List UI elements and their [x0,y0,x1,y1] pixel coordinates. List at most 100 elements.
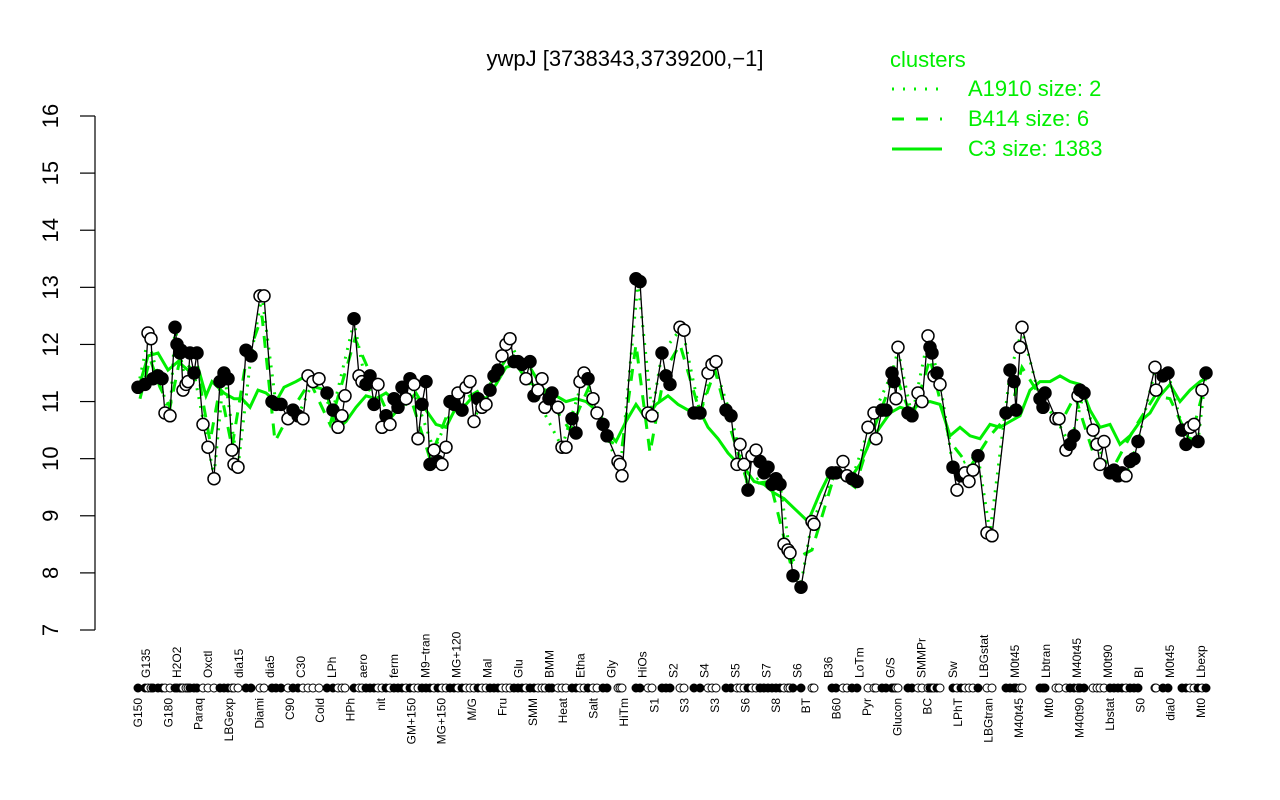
data-point [331,420,345,435]
x-tick-label-bottom: Glucon [890,698,904,736]
data-point [155,371,169,386]
data-point [244,349,258,363]
axis-marker [893,683,903,693]
data-point [207,471,221,486]
data-point [869,431,883,446]
data-point [1131,434,1145,449]
x-tick-label-top: Lbexp [1194,645,1208,678]
x-tick-label-bottom: LBGexp [222,698,236,742]
data-point [407,377,421,392]
data-points [131,272,1213,594]
axis-marker [665,683,675,693]
data-point [1199,366,1213,380]
axis-marker [617,683,627,693]
x-tick-label-bottom: Diami [253,698,267,729]
data-point [435,457,449,472]
data-point [633,274,647,289]
data-point [1038,386,1052,400]
x-tick-label-top: B36 [822,656,836,678]
data-point [586,391,600,406]
data-point [419,374,433,389]
data-point [663,377,677,392]
y-tick-label: 12 [38,332,63,356]
axis-marker [246,683,256,693]
data-point [399,391,413,406]
x-tick-label-top: S2 [667,663,681,678]
data-point [1179,437,1193,452]
x-tick-label-top: S4 [698,663,712,678]
x-tick-label-top: BI [1132,667,1146,678]
chart-title: ywpJ [3738343,3739200,−1] [486,46,763,71]
data-point [879,403,893,417]
data-point [367,397,381,412]
axis-marker [987,683,997,693]
data-point [519,371,533,386]
data-point [531,383,545,397]
legend: clusters A1910 size: 2 B414 size: 6 C3 siz… [890,47,1103,161]
data-point [551,400,565,415]
data-point [569,426,583,440]
data-point [1077,386,1091,400]
data-point [415,397,429,412]
axis-marker [809,683,819,693]
axis-marker [1040,683,1050,693]
data-point [677,323,691,337]
legend-entry: B414 size: 6 [968,106,1089,131]
x-tick-label-top: ferm [387,654,401,678]
data-point [1007,374,1021,389]
y-axis: 7 8 9 10 11 12 13 14 15 16 [38,104,96,636]
y-tick-label: 8 [38,567,63,579]
data-point [829,466,843,480]
data-point [1097,434,1111,449]
data-point [709,354,723,369]
data-point [427,443,441,457]
axis-marker [1201,683,1211,693]
data-point [807,517,821,532]
data-point [921,329,935,343]
data-point [590,406,604,420]
axis-marker [602,683,612,693]
y-tick-label: 9 [38,510,63,522]
x-tick-label-top: H2O2 [170,646,184,678]
data-point [168,320,182,335]
x-axis: G135 H2O2 Oxctl dia15 dia5 C30 LPh aero ferm M9−t… [131,631,1211,744]
x-tick-label-bottom: S8 [769,698,783,713]
x-tick-label-bottom: nit [374,697,388,710]
x-tick-label-top: G/S [884,657,898,678]
x-tick-label-bottom: S1 [647,698,661,713]
data-point [1127,451,1141,466]
data-point [187,366,201,380]
x-tick-label-top: M0t45 [1008,644,1022,678]
data-point [257,289,271,303]
x-tick-label-top: Sw [946,661,960,678]
data-point [479,397,493,412]
data-point [1195,383,1209,397]
data-point [1052,411,1066,426]
data-point [296,411,310,426]
data-point [891,340,905,355]
data-point [545,386,559,400]
data-point [836,454,850,469]
x-tick-label-top: M9−tran [418,634,432,678]
data-point [196,417,210,432]
data-point [905,409,919,423]
data-point [565,411,579,426]
data-point [439,440,453,454]
data-point [950,483,964,497]
data-point [455,403,469,417]
x-tick-label-top: Etha [573,653,587,678]
cluster-line-dotted [136,281,1208,589]
data-point [1036,400,1050,415]
data-point [783,546,797,560]
y-tick-label: 11 [38,390,63,413]
data-point [861,420,875,435]
data-point [786,568,800,583]
data-point [411,431,425,446]
x-tick-label-top: dia5 [263,655,277,678]
data-point [966,463,980,477]
legend-entry: C3 size: 1383 [968,136,1103,161]
data-point [1149,383,1163,397]
x-tick-label-top: Lbtran [1039,644,1053,678]
cluster-line-dashed [138,315,1207,564]
